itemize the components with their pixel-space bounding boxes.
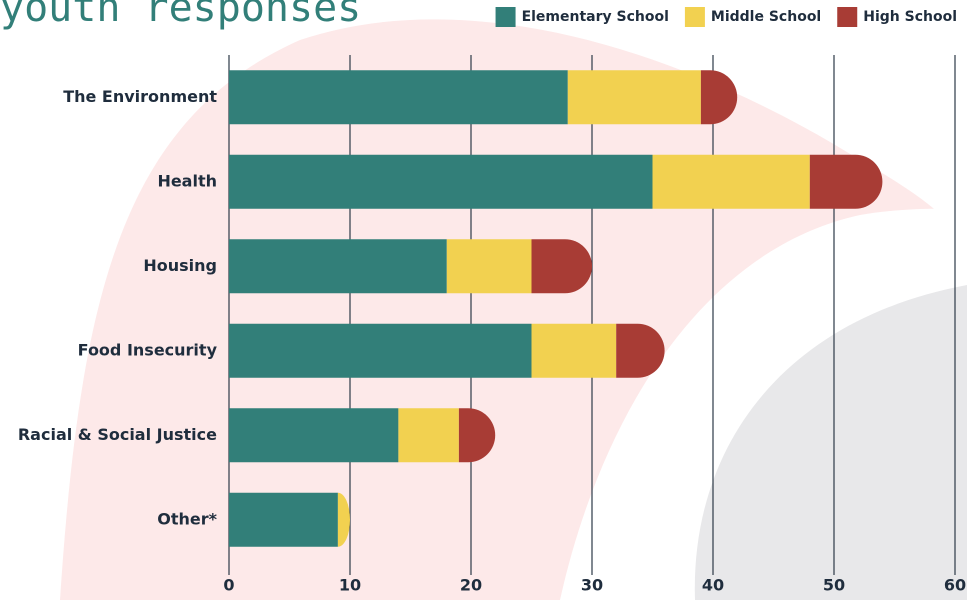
x-tick-label: 40 — [702, 576, 724, 595]
bar-segment — [229, 239, 447, 294]
bar-segment — [229, 70, 568, 125]
bar-segment — [337, 492, 350, 547]
y-tick-label: Other* — [157, 509, 217, 528]
y-tick-label: Housing — [143, 256, 217, 275]
legend-swatch — [837, 7, 858, 27]
legend-label: Middle School — [711, 9, 821, 25]
x-tick-label: 20 — [460, 576, 482, 595]
y-tick-label: Health — [157, 171, 217, 190]
background-circle — [694, 285, 967, 600]
bar-segment — [398, 408, 459, 463]
x-tick-label: 50 — [823, 576, 845, 595]
bar-segment — [652, 154, 810, 209]
legend-swatch — [495, 7, 516, 27]
bar-segment — [446, 239, 532, 294]
bar-segment — [700, 70, 738, 125]
y-tick-label: Food Insecurity — [78, 340, 218, 359]
legend-swatch — [684, 7, 705, 27]
bar-segment — [531, 239, 592, 294]
bar-segment — [531, 323, 617, 378]
y-tick-label: Racial & Social Justice — [18, 425, 217, 444]
x-tick-label: 30 — [581, 576, 603, 595]
x-tick-label: 60 — [944, 576, 966, 595]
bar-segment — [229, 323, 532, 378]
bar-segment — [229, 492, 338, 547]
x-tick-label: 0 — [223, 576, 234, 595]
bar-segment — [458, 408, 496, 463]
bar-segment — [616, 323, 665, 378]
y-tick-label: The Environment — [63, 87, 217, 106]
legend-label: Elementary School — [522, 9, 669, 25]
bar-segment — [567, 70, 701, 125]
bar-segment — [229, 154, 653, 209]
bar-segment — [229, 408, 399, 463]
legend-label: High School — [863, 9, 957, 25]
bar-segment — [809, 154, 883, 209]
x-tick-label: 10 — [339, 576, 361, 595]
chart-title: youth responses — [0, 0, 361, 31]
